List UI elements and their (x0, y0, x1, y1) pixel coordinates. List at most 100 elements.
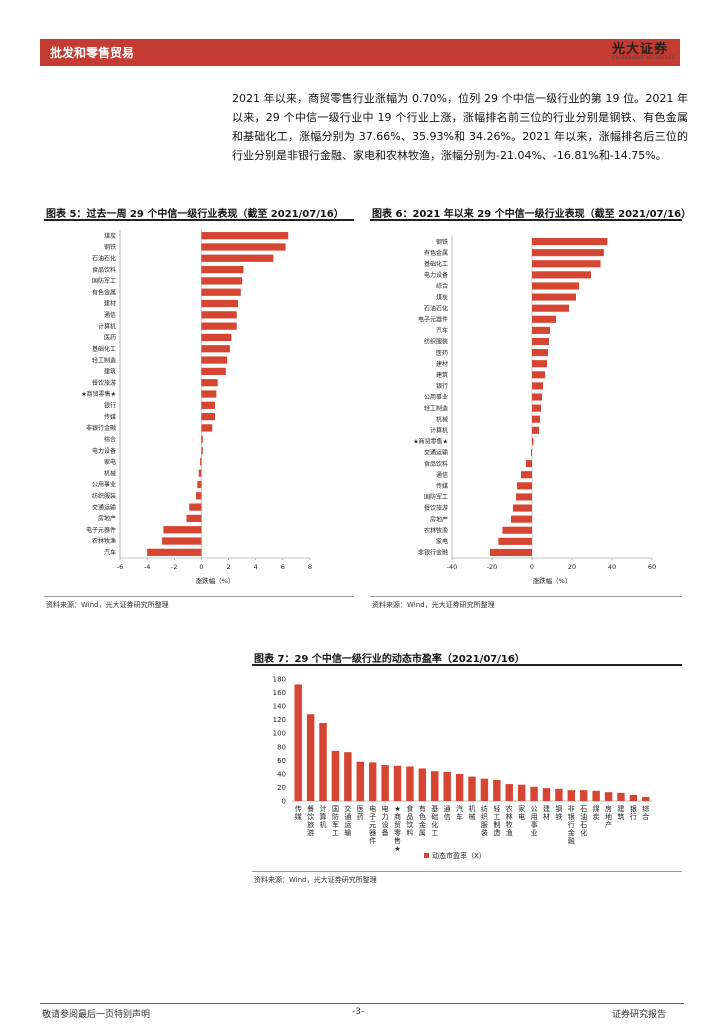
bar (555, 788, 563, 801)
category-label: 通信 (104, 311, 116, 319)
bar (521, 471, 532, 479)
category-label-char: 电 (369, 804, 376, 813)
category-label-char: 工 (332, 829, 339, 837)
category-label-char: 装 (481, 828, 488, 837)
category-label: 传媒 (104, 413, 116, 421)
category-label-char: 石 (580, 821, 587, 829)
bar (532, 326, 550, 334)
category-label: 非银行金融 (418, 549, 448, 557)
category-label-char: 地 (605, 812, 612, 821)
x-tick-label: 0 (530, 563, 534, 571)
category-label: 农林牧渔 (92, 537, 116, 545)
category-label-char: 防 (332, 812, 339, 821)
category-label-char: 家 (518, 804, 525, 813)
category-label: 房地产 (430, 515, 448, 523)
category-label-char: 铁 (555, 812, 562, 821)
bar (331, 750, 340, 801)
bar (532, 249, 604, 257)
category-label: 电力设备 (424, 271, 448, 279)
y-tick-label: 140 (273, 703, 286, 711)
category-label: 有色金属 (424, 249, 448, 257)
bar (201, 367, 226, 375)
bar (201, 390, 217, 398)
bar (604, 792, 613, 801)
fig5-bottom-rule (44, 596, 354, 597)
category-label-char: 筑 (617, 812, 624, 821)
fig5-top-rule (44, 219, 354, 221)
category-label-char: 工 (493, 813, 500, 821)
category-label-char: 餐 (307, 804, 314, 813)
category-label: 煤炭 (436, 293, 448, 301)
category-label: 纺织服装 (424, 338, 448, 346)
category-label: 家电 (436, 538, 448, 546)
bar (532, 404, 541, 412)
bar (368, 762, 377, 801)
category-label-char: 织 (481, 812, 488, 821)
category-label: 计算机 (98, 322, 116, 330)
category-label-char: 汽 (456, 804, 463, 813)
category-label-char: 牧 (506, 820, 513, 829)
bar (498, 537, 532, 545)
category-label: 基础化工 (424, 260, 448, 268)
x-tick-label: 20 (568, 563, 576, 571)
category-label-char: 商 (394, 812, 401, 821)
bar (526, 460, 532, 468)
bar (163, 526, 202, 534)
x-tick-label: 2 (227, 563, 231, 571)
category-label-char: 饮 (406, 820, 413, 829)
category-label-char: 综 (642, 804, 649, 813)
body-paragraph: 2021 年以来，商贸零售行业涨幅为 0.70%，位列 29 个中信一级行业的第… (232, 92, 688, 162)
category-label-char: 传 (295, 804, 302, 813)
logo-icon (586, 40, 606, 62)
category-label: 交通运输 (424, 449, 448, 457)
bar (530, 786, 538, 801)
category-label-char: 石 (580, 805, 587, 813)
category-label: 医药 (436, 349, 448, 357)
logo-name: 光大证券 (612, 42, 669, 57)
category-label-char: 金 (568, 828, 575, 837)
category-label-char: 油 (580, 812, 587, 821)
category-label-char: 行 (630, 812, 637, 821)
bar (201, 288, 241, 296)
category-label: 通信 (436, 471, 448, 479)
bar (431, 771, 439, 801)
bar (200, 458, 202, 466)
bar (580, 790, 588, 801)
category-label-char: 械 (469, 812, 476, 821)
category-label-char: 煤 (593, 804, 600, 813)
bar (532, 426, 539, 434)
category-label-char: ★ (394, 845, 400, 853)
category-label-char: 料 (406, 828, 413, 837)
x-tick-label: -20 (487, 563, 498, 571)
category-label-char: 输 (344, 828, 351, 837)
category-label: 建材 (104, 300, 116, 308)
category-label-char: ★ (394, 805, 400, 813)
bar (567, 790, 576, 801)
bar (198, 469, 202, 477)
category-label-char: 公 (531, 805, 538, 813)
category-label-char: 医 (357, 805, 364, 813)
category-label-char: 电 (382, 804, 389, 813)
category-label: 轻工制造 (424, 404, 448, 412)
bar (201, 243, 286, 251)
category-label-char: 农 (506, 804, 513, 813)
category-label-char: 计 (320, 804, 327, 813)
legend-swatch (424, 853, 429, 858)
bar (642, 796, 650, 801)
bar (532, 337, 549, 346)
y-tick-label: 40 (277, 770, 286, 778)
bar (319, 723, 327, 801)
page-number: -3- (352, 1007, 365, 1017)
bar (592, 790, 600, 801)
category-label-char: 机 (320, 820, 327, 829)
category-label-char: 运 (344, 821, 351, 829)
fig6-top-rule (370, 219, 682, 221)
footer-disclaimer: 敬请参阅最后一页特别声明 (42, 1010, 151, 1020)
bar (455, 773, 464, 801)
category-label-char: 银 (630, 804, 637, 813)
category-label-char: 纺 (481, 804, 488, 813)
x-tick-label: -2 (171, 563, 177, 571)
bar (532, 382, 543, 390)
category-label-char: 药 (357, 812, 364, 821)
category-label: 机械 (104, 469, 116, 477)
